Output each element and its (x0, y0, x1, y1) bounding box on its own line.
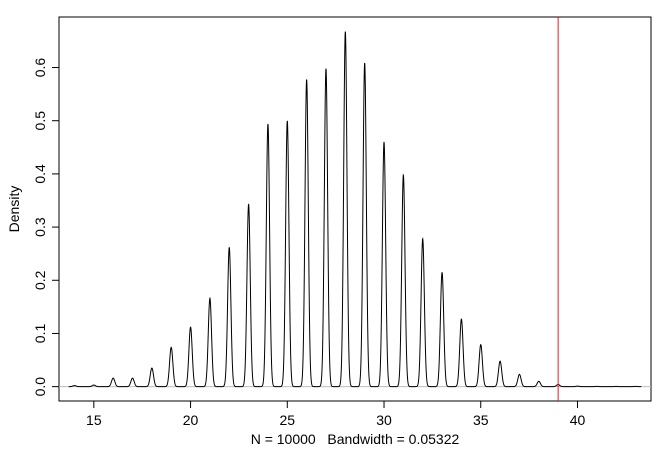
y-tick-label: 0.3 (32, 217, 48, 237)
y-tick-label: 0.4 (32, 164, 48, 184)
x-axis: 15 20 25 30 35 40 (86, 401, 585, 428)
x-tick-label: 40 (570, 412, 586, 428)
y-tick-label: 0.5 (32, 111, 48, 131)
x-tick-label: 15 (86, 412, 102, 428)
y-tick-label: 0.0 (32, 377, 48, 397)
plot-frame (58, 16, 652, 402)
y-axis-label: Density (6, 186, 22, 233)
y-tick-label: 0.1 (32, 324, 48, 344)
y-tick-label: 0.6 (32, 58, 48, 78)
y-tick-label: 0.2 (32, 270, 48, 290)
x-tick-label: 35 (473, 412, 489, 428)
x-tick-label: 25 (279, 412, 295, 428)
y-axis: 0.0 0.1 0.2 0.3 0.4 0.5 0.6 (32, 58, 59, 397)
x-tick-label: 20 (183, 412, 199, 428)
density-curve (68, 31, 642, 388)
x-axis-label: N = 10000 Bandwidth = 0.05322 (251, 431, 460, 447)
x-tick-label: 30 (376, 412, 392, 428)
